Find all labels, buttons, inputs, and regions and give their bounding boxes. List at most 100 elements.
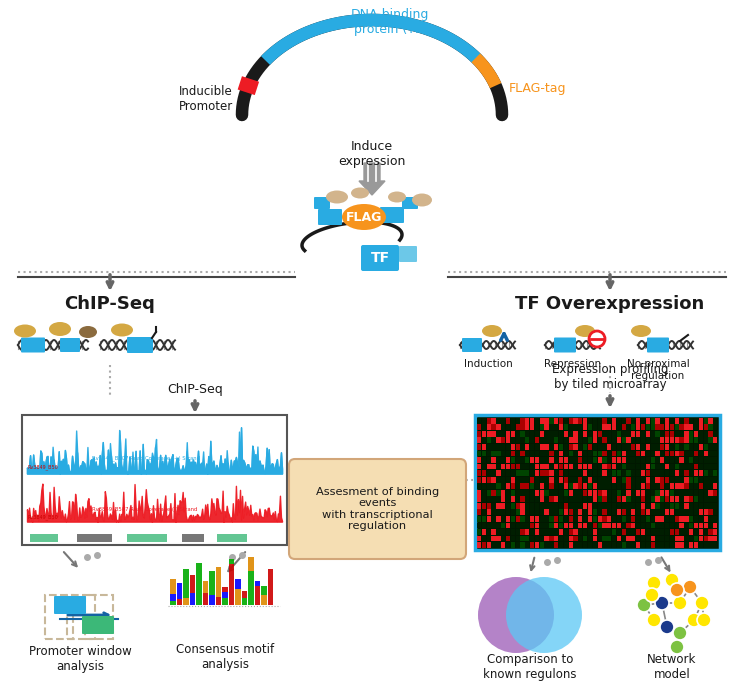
- Bar: [492, 451, 496, 456]
- Bar: [597, 503, 602, 509]
- Bar: [583, 444, 587, 450]
- Bar: [641, 464, 645, 469]
- Bar: [597, 522, 602, 529]
- Bar: [559, 503, 563, 509]
- Bar: [597, 529, 602, 535]
- Bar: [545, 424, 549, 430]
- Bar: [689, 417, 693, 424]
- Bar: [554, 483, 558, 489]
- Bar: [477, 542, 481, 548]
- Bar: [242, 591, 247, 598]
- Bar: [183, 569, 188, 598]
- Bar: [621, 417, 626, 424]
- Bar: [621, 437, 626, 443]
- Bar: [520, 503, 525, 509]
- Bar: [574, 464, 577, 469]
- Bar: [655, 417, 660, 424]
- Bar: [564, 451, 568, 456]
- Bar: [510, 529, 515, 535]
- Bar: [631, 490, 635, 495]
- Bar: [564, 470, 568, 476]
- Bar: [713, 464, 717, 469]
- Bar: [559, 542, 563, 548]
- Ellipse shape: [14, 324, 36, 337]
- Bar: [603, 457, 606, 463]
- Bar: [626, 464, 631, 469]
- Bar: [216, 598, 221, 605]
- Bar: [559, 437, 563, 443]
- Bar: [506, 477, 510, 482]
- Bar: [636, 451, 641, 456]
- Bar: [549, 483, 554, 489]
- Bar: [713, 490, 717, 495]
- Bar: [506, 417, 510, 424]
- Circle shape: [670, 640, 684, 654]
- Bar: [665, 529, 669, 535]
- Bar: [713, 417, 717, 424]
- Bar: [694, 490, 698, 495]
- Bar: [607, 496, 612, 502]
- Bar: [675, 477, 679, 482]
- Bar: [539, 464, 544, 469]
- Bar: [588, 464, 592, 469]
- Bar: [603, 431, 606, 437]
- Bar: [684, 535, 688, 542]
- Bar: [646, 522, 650, 529]
- Bar: [655, 437, 660, 443]
- Bar: [525, 417, 530, 424]
- Bar: [670, 496, 674, 502]
- Bar: [510, 522, 515, 529]
- Bar: [675, 464, 679, 469]
- Bar: [588, 451, 592, 456]
- Bar: [574, 509, 577, 515]
- Bar: [699, 451, 703, 456]
- Bar: [612, 477, 616, 482]
- Bar: [607, 522, 612, 529]
- Bar: [477, 431, 481, 437]
- Bar: [588, 516, 592, 522]
- Bar: [588, 444, 592, 450]
- Bar: [679, 437, 684, 443]
- Bar: [679, 529, 684, 535]
- Bar: [492, 417, 496, 424]
- Bar: [699, 509, 703, 515]
- Bar: [549, 477, 554, 482]
- Bar: [603, 522, 606, 529]
- Bar: [621, 483, 626, 489]
- Bar: [597, 451, 602, 456]
- Bar: [242, 598, 247, 605]
- Bar: [593, 437, 597, 443]
- Bar: [617, 522, 621, 529]
- Bar: [564, 444, 568, 450]
- Bar: [612, 470, 616, 476]
- Bar: [679, 496, 684, 502]
- Bar: [496, 496, 501, 502]
- Bar: [535, 417, 539, 424]
- FancyBboxPatch shape: [554, 337, 576, 353]
- Bar: [222, 587, 228, 593]
- Bar: [525, 509, 530, 515]
- Bar: [670, 535, 674, 542]
- Bar: [482, 535, 486, 542]
- Bar: [578, 417, 583, 424]
- Bar: [510, 457, 515, 463]
- Bar: [636, 483, 641, 489]
- Bar: [631, 424, 635, 430]
- Bar: [708, 490, 713, 495]
- Bar: [617, 496, 621, 502]
- Bar: [545, 417, 549, 424]
- Bar: [670, 444, 674, 450]
- Bar: [670, 477, 674, 482]
- Bar: [583, 417, 587, 424]
- Bar: [704, 477, 708, 482]
- Bar: [530, 431, 534, 437]
- Bar: [660, 444, 664, 450]
- Bar: [535, 516, 539, 522]
- Bar: [713, 483, 717, 489]
- Bar: [665, 424, 669, 430]
- Bar: [631, 457, 635, 463]
- Bar: [636, 431, 641, 437]
- Bar: [516, 490, 520, 495]
- Bar: [539, 496, 544, 502]
- Text: TF Overexpression: TF Overexpression: [516, 295, 705, 313]
